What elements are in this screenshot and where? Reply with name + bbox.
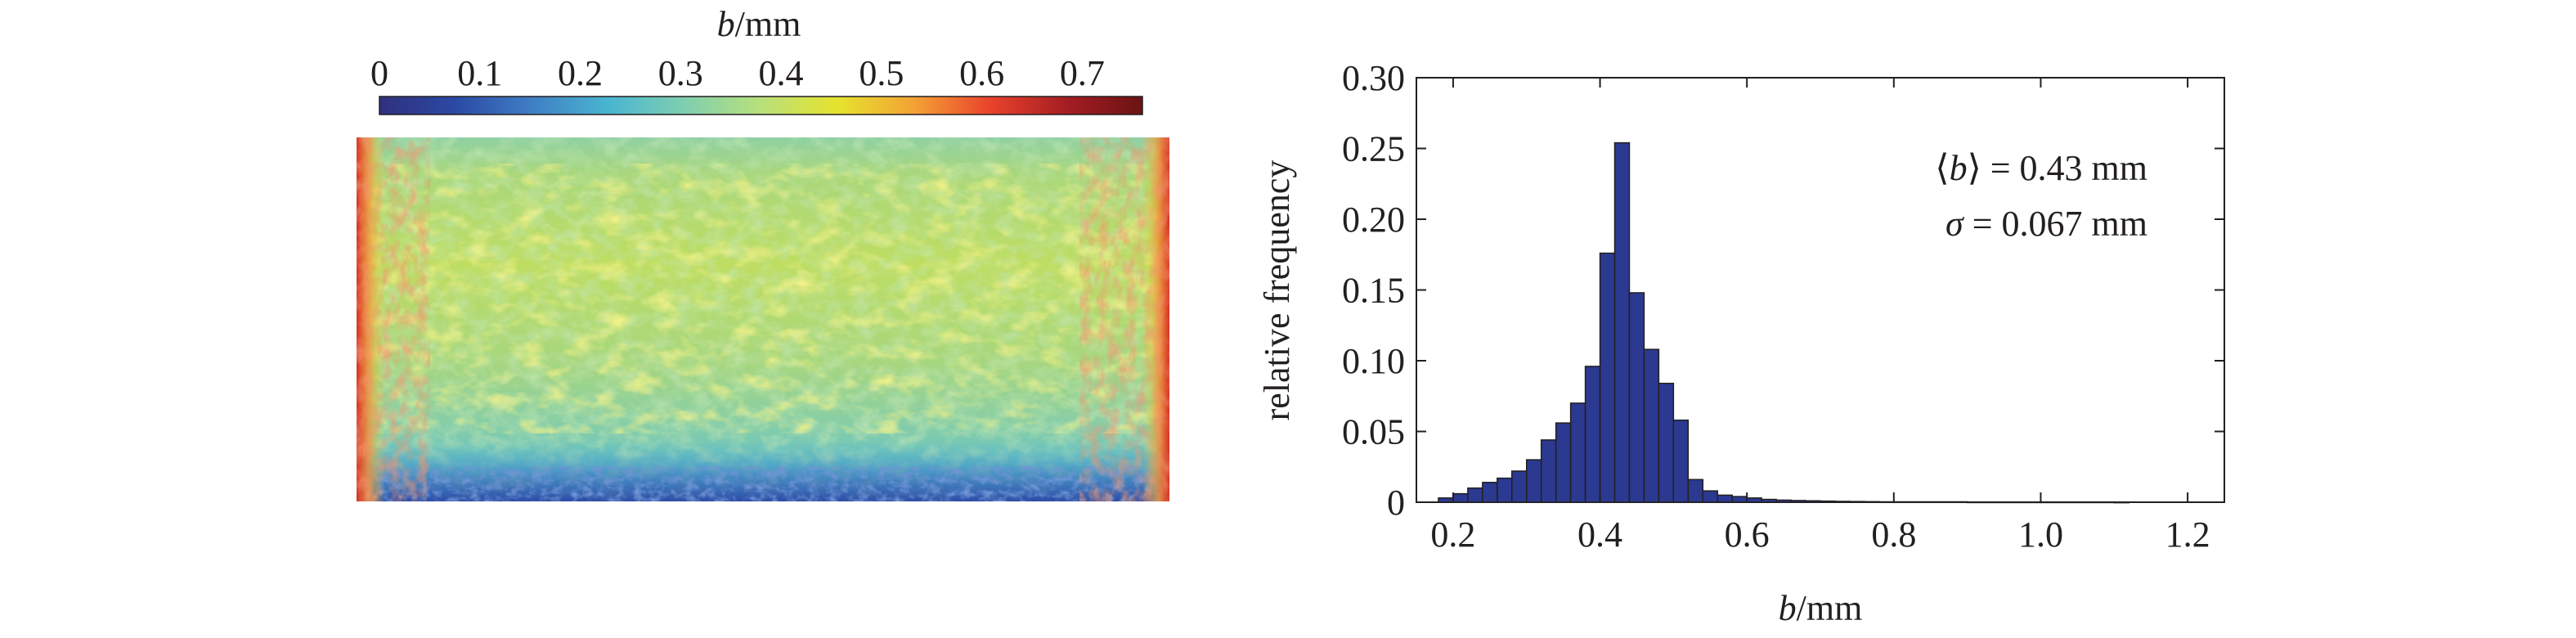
colorbar-tick-label: 0.2 <box>558 53 603 93</box>
histogram-bar <box>1834 501 1851 503</box>
histogram-bar <box>1864 501 1880 503</box>
annotation-sigma-var: σ <box>1945 204 1965 244</box>
histogram-bar <box>1761 498 1777 503</box>
y-tick-label: 0.15 <box>1342 271 1405 311</box>
plot-frame <box>1416 77 2225 503</box>
map-left-red-specks <box>357 137 430 501</box>
histogram-bar <box>1731 496 1748 503</box>
histogram-bar <box>1628 292 1645 503</box>
histogram-bar <box>1613 142 1631 503</box>
x-tick-label: 0.6 <box>1725 514 1770 555</box>
colorbar-gradient <box>379 96 1143 115</box>
y-tick-label: 0 <box>1387 483 1405 523</box>
x-axis-label: b/mm <box>1779 588 1863 628</box>
x-tick-label: 0.4 <box>1577 514 1622 555</box>
histogram-bar <box>1966 501 2042 504</box>
histogram-bar <box>1658 382 1675 503</box>
colorbar-title-unit: /mm <box>735 4 801 44</box>
histogram-bar <box>1467 487 1483 503</box>
x-axis-label-var: b <box>1779 588 1797 628</box>
histogram-bar <box>1820 500 1836 503</box>
histogram-bar <box>1893 501 1968 504</box>
x-axis-label-unit: /mm <box>1797 588 1863 628</box>
histogram-bar <box>1878 501 1895 504</box>
histogram-bar <box>1452 492 1469 503</box>
y-tick-label: 0.30 <box>1342 58 1405 98</box>
x-tick-label: 0.8 <box>1871 514 1916 555</box>
y-axis: 0 0.05 0.10 0.15 0.20 0.25 0.30 <box>1342 58 2224 523</box>
histogram-bar <box>1746 497 1762 503</box>
colorbar-tick-labels: 0 0.1 0.2 0.3 0.4 0.5 0.6 0.7 <box>370 53 1105 93</box>
histogram-chart: 0 0.05 0.10 0.15 0.20 0.25 0.30 0.2 0.4 0.6 0.8 1.… <box>1257 58 2225 628</box>
colorbar-tick-label: 0.6 <box>959 53 1004 93</box>
map-right-red-specks <box>1079 137 1169 501</box>
histogram-bar <box>1569 402 1586 503</box>
map-bottom-specks <box>357 466 1169 501</box>
histogram-bar <box>1643 348 1660 503</box>
histogram-bar <box>1775 499 1792 503</box>
histogram-bar <box>1805 500 1821 503</box>
annotation-mean: ⟨b⟩ = 0.43 mm <box>1935 148 2147 188</box>
histogram-bar <box>1717 494 1733 503</box>
annotation-mean-post: ⟩ = 0.43 mm <box>1968 148 2147 188</box>
y-axis-label: relative frequency <box>1257 160 1297 421</box>
histogram-bar <box>1511 470 1528 503</box>
map-yellow-patches <box>357 164 1169 434</box>
colorbar-tick-label: 0.4 <box>759 53 804 93</box>
histogram-bar <box>1525 459 1542 503</box>
colorbar-tick-label: 0 <box>370 53 388 93</box>
colorbar-title: b/mm <box>717 4 801 44</box>
y-tick-label: 0.25 <box>1342 129 1405 169</box>
colorbar-title-var: b <box>717 4 735 44</box>
histogram-bar <box>1438 497 1454 503</box>
histogram-bar <box>1555 422 1572 503</box>
histogram-bar <box>1687 478 1704 503</box>
y-tick-label: 0.05 <box>1342 412 1405 452</box>
colorbar-tick-label: 0.1 <box>457 53 502 93</box>
x-tick-label: 1.2 <box>2165 514 2210 555</box>
histogram-bar <box>2113 501 2129 504</box>
histogram-bar <box>1672 419 1690 503</box>
annotation-mean-var: b <box>1950 148 1968 188</box>
colorbar-tick-label: 0.3 <box>658 53 703 93</box>
colorbar-tick-label: 0.5 <box>859 53 904 93</box>
histogram-bar <box>1702 490 1719 503</box>
annotation-sigma-post: = 0.067 mm <box>1963 204 2147 244</box>
colorbar: b/mm 0 0.1 0.2 0.3 0.4 0.5 0.6 0.7 <box>370 4 1143 115</box>
histogram-bar <box>1497 477 1513 503</box>
annotation-mean-pre: ⟨ <box>1935 148 1949 188</box>
histogram-bar <box>1540 439 1557 503</box>
x-tick-label: 1.0 <box>2018 514 2063 555</box>
annotation-sigma: σ = 0.067 mm <box>1945 204 2147 244</box>
x-axis: 0.2 0.4 0.6 0.8 1.0 1.2 <box>1430 78 2210 555</box>
histogram-bar <box>1482 482 1498 503</box>
histogram-bar <box>1584 366 1601 503</box>
y-tick-label: 0.20 <box>1342 200 1405 240</box>
y-tick-label: 0.10 <box>1342 341 1405 381</box>
histogram-bar <box>1790 500 1806 503</box>
histogram-bar <box>1599 252 1616 503</box>
x-tick-label: 0.2 <box>1430 514 1475 555</box>
histogram-bar <box>2040 501 2116 504</box>
aperture-map <box>357 137 1169 501</box>
histogram-bars <box>1438 142 2129 504</box>
colorbar-tick-label: 0.7 <box>1060 53 1105 93</box>
histogram-bar <box>1849 501 1865 503</box>
